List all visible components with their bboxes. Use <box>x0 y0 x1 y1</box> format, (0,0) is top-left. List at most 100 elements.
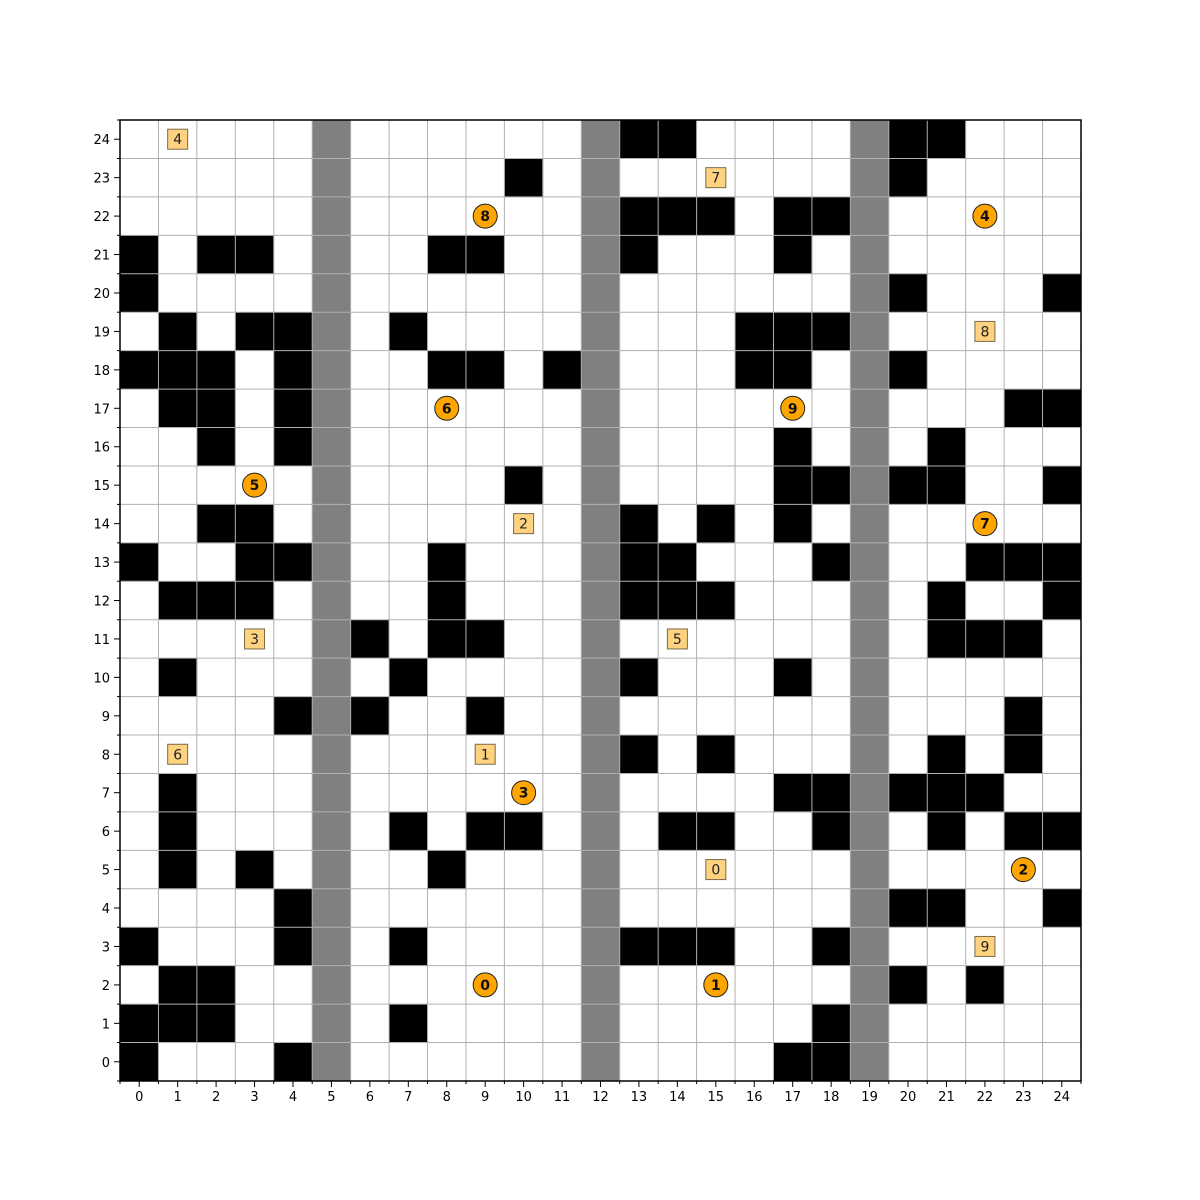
x-tick-label: 9 <box>481 1090 489 1105</box>
obstacle-cell-8-11 <box>427 619 467 659</box>
obstacle-cell-17-7 <box>773 773 813 813</box>
goal-box <box>666 628 688 650</box>
obstacle-cell-17-0 <box>773 1042 813 1082</box>
y-tick-label: 5 <box>102 864 110 879</box>
x-tick-label: 17 <box>784 1090 801 1105</box>
obstacle-cell-18-6 <box>811 811 851 851</box>
obstacle-cell-16-18 <box>735 350 774 390</box>
y-tick-label: 8 <box>102 748 110 763</box>
x-tick-label: 14 <box>669 1090 686 1105</box>
obstacle-cell-20-23 <box>888 158 928 198</box>
agent-circle <box>703 972 729 998</box>
agent-circle <box>1010 857 1036 883</box>
obstacle-cell-18-22 <box>811 196 851 236</box>
obstacle-cell-3-21 <box>235 235 275 275</box>
obstacle-cell-0-18 <box>120 350 159 390</box>
obstacle-cell-21-16 <box>927 427 966 467</box>
obstacle-cell-9-9 <box>465 696 505 736</box>
x-tick-label: 15 <box>708 1090 725 1105</box>
obstacle-cell-6-9 <box>350 696 390 736</box>
agent-markers: 0 1 2 3 4 5 6 7 8 9 <box>242 203 1036 998</box>
obstacle-cell-10-15 <box>504 465 544 505</box>
x-tick-label: 19 <box>861 1090 878 1105</box>
obstacle-cell-0-3 <box>120 927 159 966</box>
obstacle-cell-3-13 <box>235 542 275 582</box>
y-tick-label: 6 <box>102 825 110 840</box>
obstacle-cell-16-19 <box>735 312 774 351</box>
obstacle-cell-9-18 <box>465 350 505 390</box>
obstacle-cell-1-5 <box>158 850 198 890</box>
agent-marker-6: 6 <box>434 395 460 421</box>
goal-marker-2: 2 <box>513 513 535 535</box>
obstacle-cell-13-24 <box>619 120 659 159</box>
obstacle-cell-2-12 <box>196 581 236 621</box>
obstacle-cell-4-9 <box>273 696 313 736</box>
obstacle-cell-24-20 <box>1042 273 1082 313</box>
agent-label: 8 <box>480 209 490 225</box>
goal-box <box>513 513 535 535</box>
obstacle-cell-1-6 <box>158 811 198 851</box>
obstacle-cell-22-13 <box>965 542 1005 582</box>
goal-label: 5 <box>673 632 682 648</box>
goal-label: 6 <box>173 747 182 763</box>
obstacle-cell-21-11 <box>927 619 966 659</box>
obstacle-cell-8-13 <box>427 542 467 582</box>
obstacle-cell-21-12 <box>927 581 966 621</box>
agent-circle <box>972 203 998 229</box>
goal-marker-6: 6 <box>167 743 189 765</box>
obstacle-cell-18-13 <box>811 542 851 582</box>
obstacle-cell-20-20 <box>888 273 928 313</box>
obstacle-cell-1-18 <box>158 350 198 390</box>
obstacle-cell-4-3 <box>273 927 313 966</box>
y-tick-label: 3 <box>102 940 110 955</box>
obstacle-cell-13-12 <box>619 581 659 621</box>
obstacle-cell-23-13 <box>1004 542 1043 582</box>
obstacle-cell-2-18 <box>196 350 236 390</box>
obstacle-cell-21-4 <box>927 888 966 928</box>
y-tick-label: 16 <box>93 441 110 456</box>
x-tick-label: 6 <box>366 1090 374 1105</box>
obstacle-cell-8-12 <box>427 581 467 621</box>
y-tick-label: 21 <box>93 249 110 264</box>
goal-label: 0 <box>711 863 720 879</box>
obstacle-cell-20-18 <box>888 350 928 390</box>
goal-marker-3: 3 <box>244 628 266 650</box>
obstacle-cell-17-21 <box>773 235 813 275</box>
obstacle-cell-21-15 <box>927 465 966 505</box>
obstacle-cell-17-10 <box>773 658 813 697</box>
goal-box <box>474 743 496 765</box>
obstacle-cell-7-1 <box>389 1004 428 1043</box>
obstacle-cell-6-11 <box>350 619 390 659</box>
obstacle-cell-18-3 <box>811 927 851 966</box>
x-tick-label: 12 <box>592 1090 609 1105</box>
goal-box <box>705 167 727 189</box>
obstacle-cell-2-21 <box>196 235 236 275</box>
obstacle-cell-11-18 <box>542 350 582 390</box>
obstacle-cell-2-1 <box>196 1004 236 1043</box>
grid-lines <box>120 120 1081 1081</box>
obstacle-cell-3-19 <box>235 312 275 351</box>
obstacle-cell-8-21 <box>427 235 467 275</box>
agent-label: 6 <box>442 401 452 417</box>
obstacle-cells <box>120 120 1082 1082</box>
obstacle-cell-3-14 <box>235 504 275 544</box>
obstacle-cell-9-21 <box>465 235 505 275</box>
goal-marker-4: 4 <box>167 128 189 150</box>
goal-box <box>167 128 189 150</box>
y-tick-label: 17 <box>93 402 110 417</box>
goal-box <box>244 628 266 650</box>
obstacle-cell-0-13 <box>120 542 159 582</box>
obstacle-cell-7-10 <box>389 658 428 697</box>
x-tick-label: 1 <box>174 1090 182 1105</box>
y-tick-label: 15 <box>93 479 110 494</box>
goal-marker-0: 0 <box>705 859 727 881</box>
obstacle-cell-13-3 <box>619 927 659 966</box>
agent-marker-1: 1 <box>703 972 729 998</box>
obstacle-cell-1-12 <box>158 581 198 621</box>
obstacle-cell-20-24 <box>888 120 928 159</box>
x-tick-label: 10 <box>515 1090 532 1105</box>
y-tick-label: 0 <box>102 1056 110 1071</box>
y-tick-label: 11 <box>93 633 110 648</box>
obstacle-cell-0-21 <box>120 235 159 275</box>
obstacle-cell-0-0 <box>120 1042 159 1082</box>
